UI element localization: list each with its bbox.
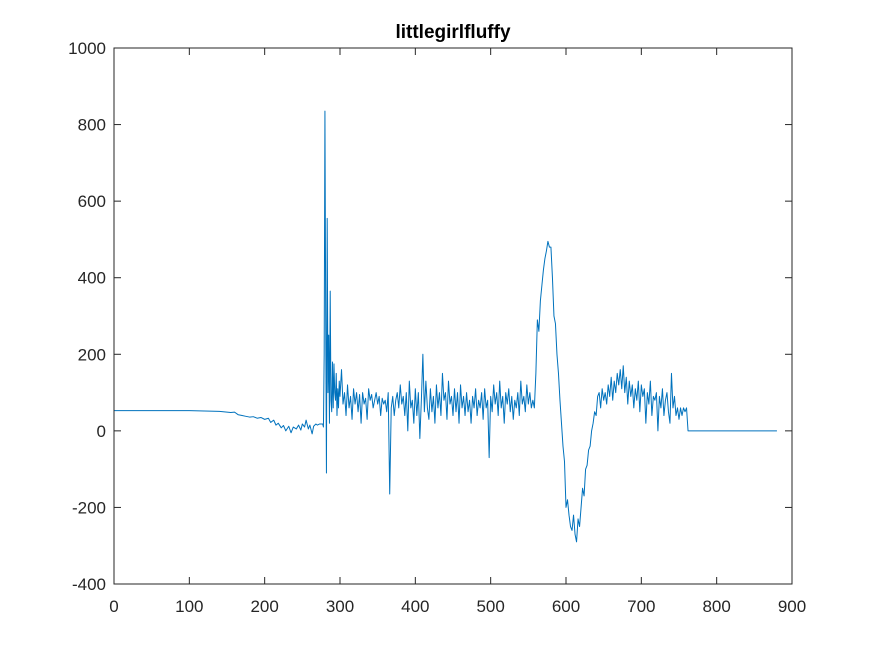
- axes-box: [113, 47, 793, 585]
- x-tick-label: 700: [627, 597, 655, 616]
- x-tick-label: 600: [552, 597, 580, 616]
- x-tick-label: 800: [702, 597, 730, 616]
- y-tick-label: 400: [78, 269, 106, 288]
- x-tick-label: 0: [109, 597, 118, 616]
- y-tick-label: 600: [78, 192, 106, 211]
- x-tick-label: 300: [326, 597, 354, 616]
- x-tick-label: 400: [401, 597, 429, 616]
- x-tick-label: 100: [175, 597, 203, 616]
- chart-title: littlegirlfluffy: [395, 22, 510, 43]
- y-tick-label: 800: [78, 116, 106, 135]
- x-tick-label: 200: [250, 597, 278, 616]
- y-tick-label: -200: [72, 498, 106, 517]
- y-tick-label: 0: [97, 422, 106, 441]
- series-line: [114, 110, 777, 543]
- y-tick-label: -400: [72, 575, 106, 594]
- y-tick-label: 200: [78, 345, 106, 364]
- x-tick-label: 500: [476, 597, 504, 616]
- x-tick-label: 900: [778, 597, 806, 616]
- tick-labels-group: 0 100 200 300 400 500 600 700 800 900 -400 -200 0 200…: [68, 39, 806, 616]
- y-tick-label: 1000: [68, 39, 106, 58]
- plot-area: [114, 48, 792, 584]
